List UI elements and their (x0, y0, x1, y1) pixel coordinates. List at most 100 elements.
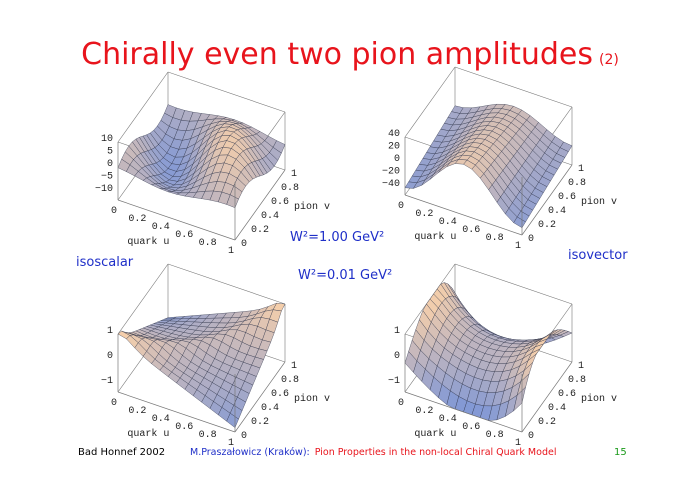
u-tick-label: 0 (111, 206, 117, 217)
footer-author: M.Praszałowicz (Kraków): (190, 447, 310, 458)
u-tick-label: 0.8 (486, 430, 504, 441)
z-tick-label: −1 (101, 376, 113, 387)
v-tick-label: 0 (241, 431, 247, 442)
v-tick-label: 0.2 (538, 417, 556, 428)
z-tick-label: −1 (388, 376, 400, 387)
v-axis-label: pion v (294, 201, 330, 213)
z-tick-label: 0 (394, 154, 400, 165)
surface-patch (513, 216, 526, 228)
v-tick-label: 0.4 (548, 206, 566, 217)
u-tick-label: 0.2 (128, 406, 146, 417)
box-edge (521, 164, 573, 236)
v-tick-label: 0.8 (281, 375, 299, 386)
v-tick-label: 1 (578, 164, 584, 175)
v-tick-label: 0.4 (261, 211, 279, 222)
z-tick-label: 0 (107, 351, 113, 362)
footer-page: 15 (614, 447, 627, 458)
u-tick-label: 0.2 (415, 406, 433, 417)
v-axis-label: pion v (581, 393, 617, 405)
box-edge (117, 391, 236, 433)
slide-title: Chirally even two pion amplitudes (2) (81, 37, 619, 72)
v-tick-label: 0 (528, 234, 534, 245)
z-tick-label: 5 (107, 147, 113, 158)
z-tick-label: 0 (394, 351, 400, 362)
u-tick-label: 0.6 (175, 230, 193, 241)
box-edge (117, 199, 236, 241)
z-tick-label: 0 (107, 159, 113, 170)
footer-venue: Bad Honnef 2002 (78, 447, 165, 458)
v-tick-label: 0.2 (251, 417, 269, 428)
v-tick-label: 0.6 (558, 389, 576, 400)
u-tick-label: 0.8 (199, 430, 217, 441)
box-edge (454, 263, 573, 305)
z-tick-label: −20 (382, 167, 400, 178)
u-tick-label: 1 (228, 246, 234, 257)
z-tick-label: −5 (101, 172, 113, 183)
box-edge (167, 71, 286, 113)
z-tick-label: −40 (382, 179, 400, 190)
v-tick-label: 0.4 (261, 403, 279, 414)
v-tick-label: 1 (291, 169, 297, 180)
v-tick-label: 0.2 (251, 225, 269, 236)
surface-patch (513, 386, 526, 412)
u-tick-label: 0.2 (128, 214, 146, 225)
u-tick-label: 1 (515, 438, 521, 449)
u-tick-label: 0.8 (486, 233, 504, 244)
plots: 1050−5−1000.20.40.60.8100.20.40.60.81qua… (95, 66, 617, 449)
v-tick-label: 0 (241, 239, 247, 250)
v-tick-label: 0.6 (271, 389, 289, 400)
v-tick-label: 0.8 (281, 183, 299, 194)
box-edge (117, 71, 169, 143)
box-edge (521, 361, 573, 433)
z-tick-label: 10 (101, 134, 113, 145)
v-tick-label: 1 (291, 361, 297, 372)
u-tick-label: 1 (228, 438, 234, 449)
u-tick-label: 1 (515, 241, 521, 252)
u-tick-label: 0.8 (199, 238, 217, 249)
z-tick-label: 20 (388, 142, 400, 153)
annotation: W²=0.01 GeV² (298, 268, 392, 283)
u-axis-label: quark u (414, 428, 456, 440)
u-tick-label: 0 (111, 398, 117, 409)
u-tick-label: 0 (398, 398, 404, 409)
v-tick-label: 0.2 (538, 220, 556, 231)
box-edge (234, 169, 286, 241)
v-tick-label: 0 (528, 431, 534, 442)
footer-text: M.Praszałowicz (Kraków): Pion Properties … (190, 447, 556, 458)
surface-plot: 40200−20−4000.20.40.60.8100.20.40.60.81q… (382, 66, 617, 252)
box-edge (117, 263, 169, 335)
surface-patch (226, 194, 239, 208)
box-edge (234, 361, 286, 433)
z-tick-label: −10 (95, 184, 113, 195)
u-tick-label: 0.4 (152, 222, 170, 233)
v-tick-label: 0.6 (558, 192, 576, 203)
annotation: W²=1.00 GeV² (290, 230, 384, 245)
z-tick-label: 40 (388, 129, 400, 140)
v-axis-label: pion v (581, 196, 617, 208)
z-tick-label: 1 (394, 326, 400, 337)
u-tick-label: 0.4 (152, 414, 170, 425)
v-tick-label: 0.8 (568, 375, 586, 386)
u-tick-label: 0.6 (175, 422, 193, 433)
annotation: isoscalar (76, 255, 134, 270)
v-tick-label: 1 (578, 361, 584, 372)
title-suffix: (2) (599, 52, 619, 68)
u-tick-label: 0 (398, 201, 404, 212)
v-tick-label: 0.4 (548, 403, 566, 414)
title-main: Chirally even two pion amplitudes (81, 37, 593, 72)
u-axis-label: quark u (127, 428, 169, 440)
v-tick-label: 0.8 (568, 178, 586, 189)
z-tick-label: 1 (107, 326, 113, 337)
v-axis-label: pion v (294, 393, 330, 405)
footer-talk: Pion Properties in the non-local Chiral … (315, 447, 557, 458)
u-tick-label: 0.4 (439, 217, 457, 228)
u-axis-label: quark u (127, 236, 169, 248)
annotation: isovector (568, 248, 628, 263)
surface-plot: 1050−5−1000.20.40.60.8100.20.40.60.81qua… (95, 71, 330, 257)
u-tick-label: 0.6 (462, 422, 480, 433)
box-edge (454, 66, 573, 108)
v-tick-label: 0.6 (271, 197, 289, 208)
